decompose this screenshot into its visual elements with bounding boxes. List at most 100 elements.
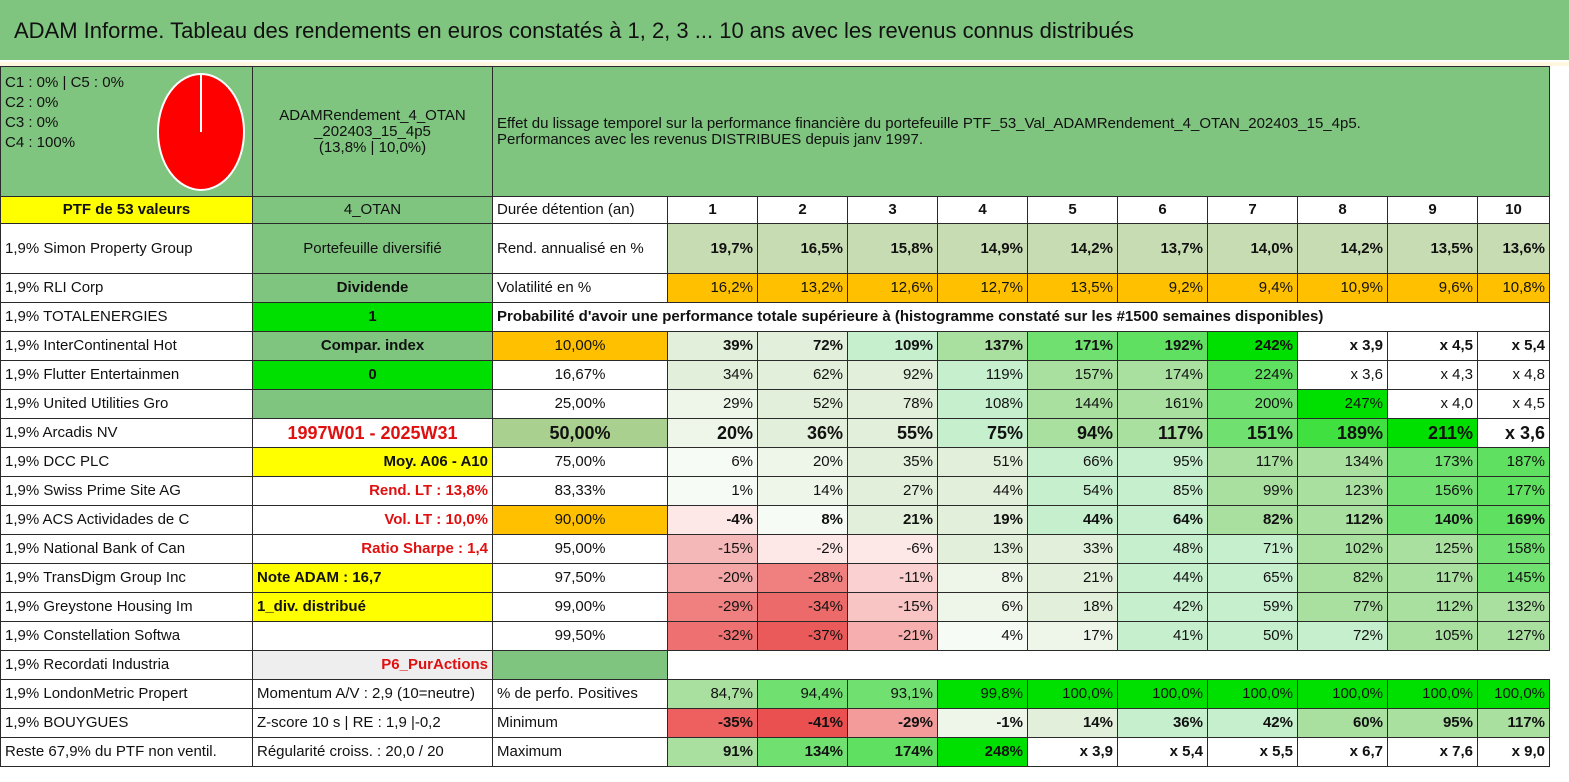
probability-value: 169% [1477, 505, 1550, 535]
holding-row-label: 1,9% United Utilities Gro [0, 389, 253, 419]
probability-value: 119% [937, 360, 1028, 390]
year-header: 5 [1027, 196, 1118, 224]
probability-value: -11% [847, 563, 938, 593]
probability-level: 83,33% [492, 476, 668, 506]
probability-value: 200% [1207, 389, 1298, 419]
positive-performance-value: 84,7% [667, 679, 758, 709]
positive-performance-value: 93,1% [847, 679, 938, 709]
probability-value: 66% [1027, 447, 1118, 477]
probability-title-tail [1477, 302, 1550, 332]
probability-value: -28% [757, 563, 848, 593]
probability-value: -15% [847, 592, 938, 622]
probability-value: 173% [1387, 447, 1478, 477]
holding-row-label: 1,9% ACS Actividades de C [0, 505, 253, 535]
probability-value: -29% [667, 592, 758, 622]
holding-row-label: 1,9% Greystone Housing Im [0, 592, 253, 622]
probability-value: -15% [667, 534, 758, 564]
probability-value: 21% [1027, 563, 1118, 593]
maximum-value: 134% [757, 737, 848, 767]
probability-title: Probabilité d'avoir une performance tota… [492, 302, 1478, 332]
probability-value: 112% [1297, 505, 1388, 535]
holding-row-label: 1,9% InterContinental Hot [0, 331, 253, 361]
probability-value: 145% [1477, 563, 1550, 593]
probability-level: 50,00% [492, 418, 668, 448]
minimum-value: 60% [1297, 708, 1388, 738]
probability-value: 13% [937, 534, 1028, 564]
probability-value: 99% [1207, 476, 1298, 506]
probability-value: 6% [937, 592, 1028, 622]
maximum-label: Maximum [492, 737, 668, 767]
description-line: Performances avec les revenus DISTRIBUES… [497, 130, 924, 148]
spacer-cell [492, 650, 668, 680]
blank-area [668, 651, 1550, 680]
positive-performance-value: 94,4% [757, 679, 848, 709]
volatility-value: 12,6% [847, 273, 938, 303]
volatility-value: 9,2% [1117, 273, 1208, 303]
probability-value: x 3,6 [1297, 360, 1388, 390]
probability-value: x 4,5 [1387, 331, 1478, 361]
probability-value: 157% [1027, 360, 1118, 390]
returns-table: C1 : 0% | C5 : 0% C2 : 0% C3 : 0% C4 : 100%… [0, 66, 1550, 767]
probability-value: 85% [1117, 476, 1208, 506]
annualized-return-value: 13,5% [1387, 223, 1478, 274]
holding-row-label: 1,9% Simon Property Group [0, 223, 253, 274]
holding-row-label: 1,9% Arcadis NV [0, 418, 253, 448]
positive-performance-value: 100,0% [1387, 679, 1478, 709]
probability-value: 211% [1387, 418, 1478, 448]
holding-row-label: 1,9% DCC PLC [0, 447, 253, 477]
portfolio-info-cell: P6_PurActions [252, 650, 493, 680]
probability-value: 189% [1297, 418, 1388, 448]
probability-value: 44% [1027, 505, 1118, 535]
maximum-value: x 9,0 [1477, 737, 1550, 767]
year-header: 2 [757, 196, 848, 224]
probability-value: -2% [757, 534, 848, 564]
minimum-value: 14% [1027, 708, 1118, 738]
portfolio-description: Effet du lissage temporel sur la perform… [492, 66, 1550, 197]
probability-value: 75% [937, 418, 1028, 448]
holding-row-label: 1,9% BOUYGUES [0, 708, 253, 738]
volatility-value: 12,7% [937, 273, 1028, 303]
probability-value: 123% [1297, 476, 1388, 506]
probability-value: 224% [1207, 360, 1298, 390]
year-header: 6 [1117, 196, 1208, 224]
report-title: ADAM Informe. Tableau des rendements en … [0, 0, 1569, 62]
probability-value: 71% [1207, 534, 1298, 564]
probability-value: 72% [757, 331, 848, 361]
probability-value: 187% [1477, 447, 1550, 477]
probability-value: 17% [1027, 621, 1118, 651]
portfolio-info-cell: 4_OTAN [252, 196, 493, 224]
portfolio-info-cell: Compar. index [252, 331, 493, 361]
probability-value: 105% [1387, 621, 1478, 651]
probability-value: 158% [1477, 534, 1550, 564]
probability-value: 77% [1297, 592, 1388, 622]
probability-value: 48% [1117, 534, 1208, 564]
probability-value: 94% [1027, 418, 1118, 448]
probability-value: x 4,3 [1387, 360, 1478, 390]
probability-value: 20% [667, 418, 758, 448]
probability-value: 20% [757, 447, 848, 477]
probability-value: 127% [1477, 621, 1550, 651]
probability-value: 134% [1297, 447, 1388, 477]
probability-level: 16,67% [492, 360, 668, 390]
positive-performance-value: 100,0% [1297, 679, 1388, 709]
probability-level: 75,00% [492, 447, 668, 477]
probability-value: 18% [1027, 592, 1118, 622]
legend-line: C4 : 100% [5, 134, 76, 151]
probability-value: 156% [1387, 476, 1478, 506]
portfolio-name-line: (13,8% | 10,0%) [318, 138, 427, 156]
maximum-value: x 6,7 [1297, 737, 1388, 767]
probability-value: x 4,5 [1477, 389, 1550, 419]
probability-value: 51% [937, 447, 1028, 477]
portfolio-info-cell: 1_div. distribué [252, 592, 493, 622]
probability-value: 21% [847, 505, 938, 535]
portfolio-info-cell: 1 [252, 302, 493, 332]
probability-value: 55% [847, 418, 938, 448]
maximum-value: 174% [847, 737, 938, 767]
volatility-value: 10,8% [1477, 273, 1550, 303]
legend-line: C3 : 0% [5, 114, 59, 131]
title-separator [0, 62, 1569, 66]
probability-value: -32% [667, 621, 758, 651]
annualized-return-value: 14,9% [937, 223, 1028, 274]
portfolio-name-box: ADAMRendement_4_OTAN _202403_15_4p5 (13,8%… [252, 66, 493, 197]
portfolio-info-cell: Régularité croiss. : 20,0 / 20 [252, 737, 493, 767]
